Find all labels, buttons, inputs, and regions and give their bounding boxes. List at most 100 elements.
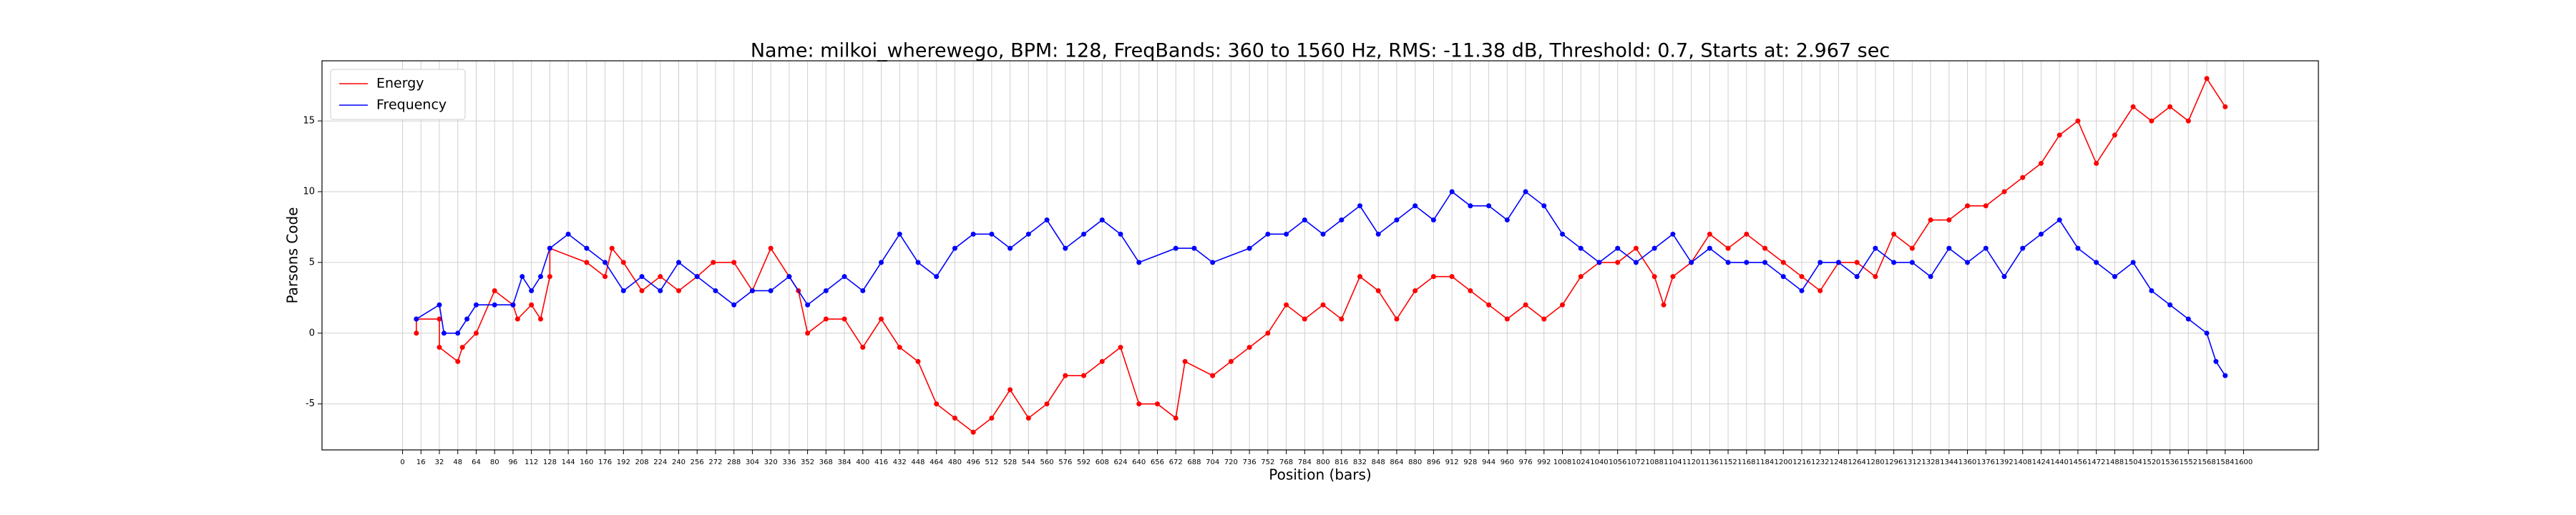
data-point — [414, 330, 419, 336]
data-point — [989, 231, 995, 237]
x-tick-label: 976 — [1518, 458, 1532, 466]
data-point — [1375, 231, 1381, 237]
series-line — [416, 190, 2226, 376]
x-tick-label: 1104 — [1664, 458, 1682, 466]
x-tick-label: 1504 — [2124, 458, 2142, 466]
x-tick-label: 384 — [838, 458, 852, 466]
x-tick-label: 1584 — [2216, 458, 2234, 466]
data-point — [823, 316, 829, 322]
data-point — [1302, 217, 1307, 223]
data-point — [609, 245, 615, 251]
data-point — [749, 288, 755, 293]
legend-label: Frequency — [376, 97, 447, 113]
x-tick-label: 1024 — [1572, 458, 1590, 466]
x-tick-label: 832 — [1353, 458, 1367, 466]
x-tick-label: 1296 — [1885, 458, 1903, 466]
x-tick-label: 1424 — [2032, 458, 2050, 466]
x-tick-label: 672 — [1169, 458, 1183, 466]
data-point — [1744, 231, 1750, 237]
data-point — [1707, 231, 1712, 237]
data-point — [1246, 345, 1252, 350]
x-tick-label: 1392 — [1995, 458, 2013, 466]
x-tick-label: 1056 — [1609, 458, 1626, 466]
data-point — [805, 330, 811, 336]
data-point — [1670, 231, 1676, 237]
data-point — [1615, 260, 1621, 265]
data-point — [1468, 288, 1473, 293]
data-point — [1854, 260, 1860, 265]
x-tick-label: 784 — [1298, 458, 1312, 466]
x-tick-label: 752 — [1261, 458, 1274, 466]
x-tick-label: 944 — [1482, 458, 1496, 466]
data-point — [2075, 118, 2081, 124]
x-tick-label: 0 — [400, 458, 404, 466]
series-line — [416, 77, 2226, 433]
data-point — [860, 288, 866, 293]
data-point — [676, 288, 682, 293]
data-point — [731, 302, 737, 308]
x-tick-label: 656 — [1151, 458, 1164, 466]
data-point — [1799, 274, 1805, 280]
x-tick-label: 496 — [967, 458, 980, 466]
data-point — [2130, 260, 2136, 265]
data-point — [2112, 132, 2117, 138]
data-point — [2204, 330, 2210, 336]
data-point — [934, 401, 940, 407]
data-point — [1357, 203, 1362, 209]
data-point — [1284, 302, 1289, 308]
data-point — [711, 260, 716, 265]
x-tick-label: 1456 — [2069, 458, 2087, 466]
x-tick-label: 224 — [653, 458, 667, 466]
data-point — [1854, 274, 1860, 280]
data-point — [1965, 203, 1971, 209]
data-point — [1578, 245, 1584, 251]
x-tick-label: 480 — [948, 458, 962, 466]
x-tick-label: 704 — [1206, 458, 1219, 466]
data-point — [1136, 401, 1142, 407]
data-point — [464, 316, 470, 322]
x-tick-label: 1152 — [1719, 458, 1737, 466]
x-tick-label: 864 — [1390, 458, 1403, 466]
data-point — [786, 274, 792, 280]
x-tick-label: 736 — [1243, 458, 1257, 466]
data-point — [658, 288, 663, 293]
data-point — [1025, 231, 1031, 237]
data-point — [1210, 373, 1216, 378]
data-point — [519, 274, 525, 280]
data-point — [2001, 189, 2007, 195]
data-point — [1320, 302, 1326, 308]
data-point — [2223, 104, 2228, 109]
plot-frame — [321, 60, 2319, 451]
data-point — [459, 345, 465, 350]
x-tick-label: 1280 — [1866, 458, 1884, 466]
data-point — [1228, 358, 1234, 364]
data-point — [2001, 274, 2007, 280]
data-point — [2057, 132, 2062, 138]
x-tick-label: 1216 — [1792, 458, 1810, 466]
x-tick-label: 624 — [1113, 458, 1127, 466]
data-point — [2038, 231, 2044, 237]
y-axis-label: Parsons Code — [284, 207, 301, 304]
data-point — [1394, 217, 1400, 223]
data-point — [915, 358, 921, 364]
data-point — [1357, 274, 1362, 280]
x-tick-label: 1248 — [1830, 458, 1848, 466]
data-point — [1246, 245, 1252, 251]
data-point — [1118, 231, 1123, 237]
data-point — [1541, 203, 1547, 209]
x-tick-label: 688 — [1187, 458, 1201, 466]
data-point — [1063, 245, 1068, 251]
data-point — [1099, 217, 1105, 223]
data-point — [1780, 260, 1786, 265]
data-point — [1265, 231, 1271, 237]
data-point — [897, 345, 902, 350]
x-tick-label: 352 — [801, 458, 814, 466]
data-point — [1413, 203, 1418, 209]
x-tick-label: 1328 — [1921, 458, 1939, 466]
x-tick-label: 448 — [911, 458, 924, 466]
data-point — [1339, 217, 1345, 223]
data-point — [529, 302, 535, 308]
data-point — [529, 288, 535, 293]
data-point — [1486, 203, 1492, 209]
data-point — [1983, 245, 1989, 251]
